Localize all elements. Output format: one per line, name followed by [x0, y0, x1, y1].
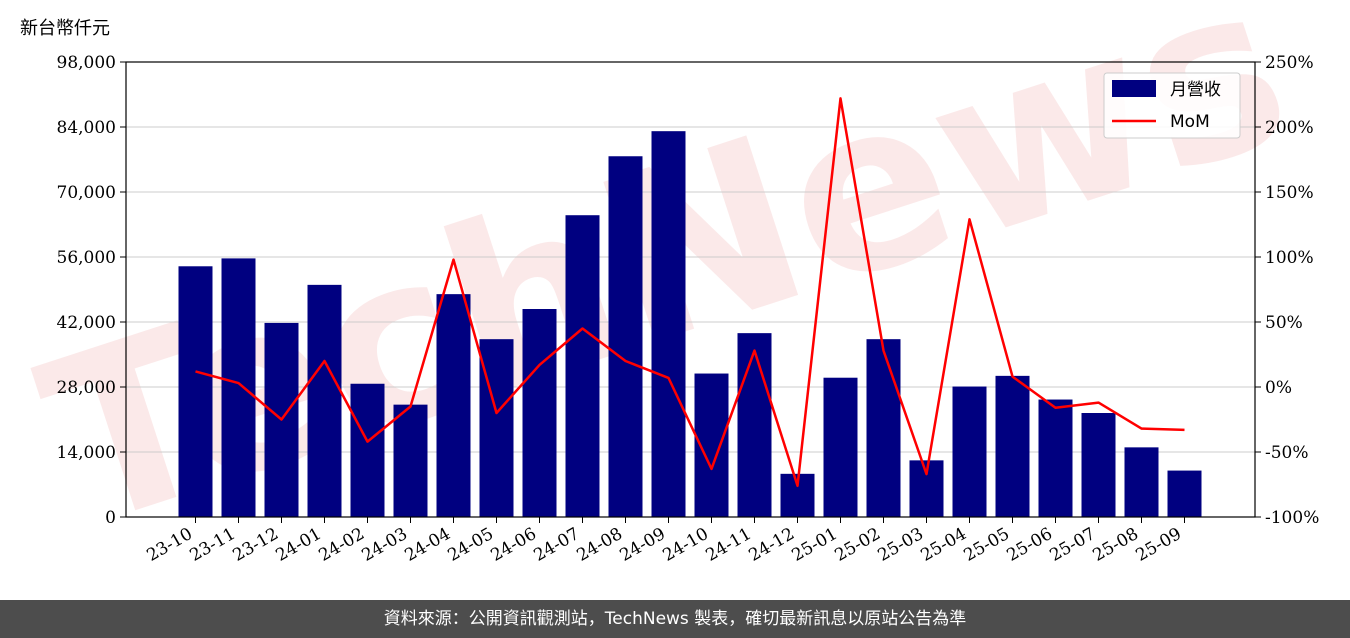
x-axis: 23-1023-1123-1224-0124-0224-0324-0424-05…	[144, 517, 1185, 566]
x-tick-label: 25-01	[789, 524, 841, 566]
y-left-tick-label: 56,000	[57, 248, 116, 268]
bar-25-05	[995, 375, 1030, 517]
x-tick-label: 24-04	[402, 524, 454, 566]
y-left-tick-label: 98,000	[57, 53, 116, 73]
legend-label-mom: MoM	[1170, 112, 1210, 132]
mom-line	[195, 97, 1185, 488]
bar-25-02	[866, 339, 901, 517]
y-left-tick-label: 70,000	[57, 183, 116, 203]
plot-frame	[125, 61, 1256, 518]
bar-25-01	[823, 377, 858, 517]
x-tick-label: 25-06	[1004, 524, 1056, 566]
x-tick-label: 25-09	[1133, 524, 1185, 566]
legend-swatch-bar	[1112, 80, 1156, 97]
y-right-tick-label: 50%	[1265, 313, 1303, 333]
x-tick-label: 25-05	[961, 524, 1013, 566]
bar-24-09	[651, 131, 686, 517]
bar-23-10	[178, 266, 213, 517]
y-axis-unit-label: 新台幣仟元	[20, 18, 110, 39]
bar-series	[178, 131, 1202, 517]
x-tick-label: 24-02	[316, 524, 368, 566]
bar-24-06	[522, 309, 557, 517]
x-tick-label: 24-03	[359, 524, 411, 566]
x-tick-label: 24-07	[531, 524, 583, 566]
x-tick-label: 24-09	[617, 524, 669, 566]
y-right-tick-label: 150%	[1265, 183, 1314, 203]
revenue-chart: TechNews 新台幣仟元 014,00028,00042,00056,000…	[16, 0, 1320, 580]
bar-25-09	[1167, 470, 1202, 517]
y-right-tick-label: 100%	[1265, 248, 1314, 268]
x-tick-label: 24-08	[574, 524, 626, 566]
bar-25-07	[1081, 413, 1116, 517]
x-tick-label: 24-05	[445, 524, 497, 566]
y-right-tick-label: 200%	[1265, 118, 1314, 138]
bar-25-06	[1038, 399, 1073, 517]
y-left-tick-label: 14,000	[57, 443, 116, 463]
x-tick-label: 25-03	[875, 524, 927, 566]
x-tick-label: 25-04	[918, 524, 970, 566]
x-tick-label: 25-02	[832, 524, 884, 566]
x-tick-label: 24-10	[660, 524, 712, 566]
x-tick-label: 24-01	[273, 524, 325, 566]
bar-24-04	[436, 294, 471, 517]
y-left-tick-label: 28,000	[57, 378, 116, 398]
bar-24-02	[350, 383, 385, 517]
y-left-tick-label: 84,000	[57, 118, 116, 138]
bar-23-11	[221, 258, 256, 517]
source-footer: 資料來源：公開資訊觀測站，TechNews 製表，確切最新訊息以原站公告為準	[0, 600, 1350, 638]
y-right-tick-label: -50%	[1265, 443, 1309, 463]
x-tick-label: 24-06	[488, 524, 540, 566]
bar-24-11	[737, 333, 772, 517]
y-axis-right: -100% -50% 0% 50% 100% 150% 200% 250%	[1255, 53, 1319, 528]
line-series	[195, 97, 1185, 488]
y-left-tick-label: 42,000	[57, 313, 116, 333]
bar-24-08	[608, 156, 643, 517]
bar-24-05	[479, 339, 514, 517]
y-axis-left: 0 14,000 28,000 42,000 56,000 70,000 84,000 98,…	[57, 53, 126, 528]
bar-25-04	[952, 386, 987, 517]
legend: 月營收 MoM	[1103, 72, 1241, 139]
y-left-tick-label: 0	[105, 508, 116, 528]
legend-label-revenue: 月營收	[1170, 80, 1221, 100]
y-right-tick-label: 250%	[1265, 53, 1314, 73]
x-tick-label: 24-12	[746, 524, 798, 566]
y-right-tick-label: -100%	[1265, 508, 1319, 528]
x-tick-label: 25-08	[1090, 524, 1142, 566]
bar-24-01	[307, 284, 342, 517]
bar-24-03	[393, 404, 428, 517]
x-tick-label: 25-07	[1047, 524, 1099, 566]
bar-24-07	[565, 215, 600, 517]
x-tick-label: 24-11	[703, 524, 755, 566]
y-right-tick-label: 0%	[1265, 378, 1292, 398]
bar-25-08	[1124, 447, 1159, 517]
